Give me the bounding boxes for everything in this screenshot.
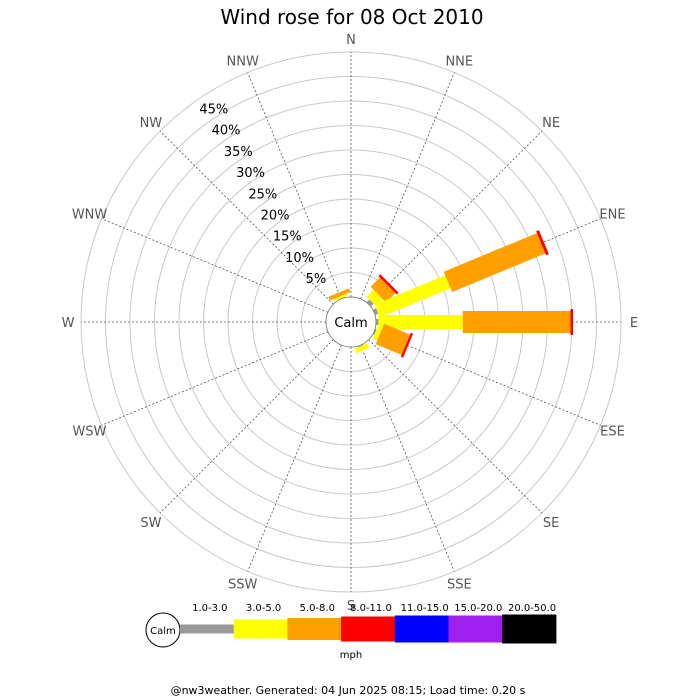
footer-text: @nw3weather. Generated: 04 Jun 2025 08:1… (171, 684, 526, 697)
bar-NE-8.0-11.0 (378, 274, 399, 295)
chart-title: Wind rose for 08 Oct 2010 (220, 5, 483, 29)
bar-NE-1.0-3.0 (366, 299, 374, 307)
legend-label-3.0-5.0: 3.0-5.0 (246, 603, 281, 614)
legend-swatch-8.0-11.0 (341, 616, 396, 642)
radial-tick-label: 40% (212, 124, 241, 139)
direction-label: NE (542, 116, 560, 131)
spoke-line (159, 130, 334, 305)
direction-label: SSE (447, 577, 472, 592)
bar-E-3.0-5.0 (378, 315, 463, 329)
spoke-line (360, 344, 455, 572)
spoke-line (101, 218, 329, 313)
spoke-line (368, 339, 543, 514)
legend-calm-label: Calm (150, 626, 176, 637)
legend-swatch-15.0-20.0 (448, 615, 503, 643)
bar-ENE-1.0-3.0 (372, 308, 379, 316)
direction-label: S (347, 599, 355, 614)
bar-SSE-3.0-5.0 (354, 343, 370, 354)
wind-bars (328, 230, 573, 358)
legend-unit: mph (340, 650, 362, 661)
legend-swatch-5.0-8.0 (287, 618, 342, 640)
direction-label: WSW (73, 424, 107, 439)
spoke-line (159, 339, 334, 514)
radial-tick-label: 30% (236, 166, 265, 181)
legend-swatch-1.0-3.0 (180, 624, 235, 634)
bar-ESE-1.0-3.0 (372, 328, 377, 335)
direction-label: ENE (599, 208, 625, 223)
radial-tick-label: 25% (248, 187, 277, 202)
radial-tick-label: 35% (224, 145, 253, 160)
calm-label: Calm (334, 316, 367, 331)
bar-ESE-3.0-5.0 (372, 325, 383, 341)
legend-label-5.0-8.0: 5.0-8.0 (300, 603, 335, 614)
calm-circle (325, 296, 377, 348)
legend-label-15.0-20.0: 15.0-20.0 (454, 603, 502, 614)
radial-tick-label: 20% (261, 208, 290, 223)
direction-label: W (62, 316, 75, 331)
direction-label: NW (140, 116, 163, 131)
speed-legend: Calm 1.0-3.0 3.0-5.0 5.0-8.0 8.0-11.0 11.0-15… (145, 603, 557, 661)
legend-swatch-3.0-5.0 (233, 619, 288, 639)
bar-ENE-3.0-5.0 (374, 275, 451, 318)
bar-E-8.0-11.0 (570, 309, 573, 335)
direction-label: SSW (228, 577, 258, 592)
radial-tick-label: 5% (306, 272, 327, 287)
bar-NE-5.0-8.0 (370, 277, 396, 303)
bar-E-5.0-8.0 (462, 311, 571, 333)
bar-ENE-5.0-8.0 (443, 233, 546, 292)
legend-swatch-11.0-15.0 (394, 615, 449, 643)
radial-tick-labels: 5% 10% 15% 20% 25% 30% 35% 40% 45% (199, 102, 326, 287)
spoke-line (373, 331, 601, 426)
direction-label: ESE (600, 424, 625, 439)
direction-label: SE (543, 516, 559, 531)
bar-NNW-3.0-5.0 (333, 293, 348, 302)
radial-tick-label: 45% (199, 102, 228, 117)
legend-label-11.0-15.0: 11.0-15.0 (401, 603, 449, 614)
spoke-line (101, 331, 329, 426)
bar-E-1.0-3.0 (376, 319, 379, 325)
direction-label: N (346, 33, 356, 48)
direction-label: SW (140, 516, 161, 531)
bar-NNW-5.0-8.0 (328, 288, 351, 301)
legend-label-1.0-3.0: 1.0-3.0 (192, 603, 227, 614)
spoke-line (360, 72, 455, 300)
legend-label-20.0-50.0: 20.0-50.0 (508, 603, 556, 614)
direction-labels: N NNE NE ENE E ESE SE SSE S SSW SW WSW W WNW NW NNW (62, 33, 639, 614)
direction-label: WNW (72, 208, 108, 223)
direction-label: NNE (445, 55, 473, 70)
direction-label: E (630, 316, 638, 331)
calm-center: Calm (325, 296, 377, 348)
direction-label: NNW (227, 55, 259, 70)
bar-ESE-8.0-11.0 (400, 332, 413, 358)
legend-label-8.0-11.0: 8.0-11.0 (350, 603, 392, 614)
bar-NE-3.0-5.0 (366, 289, 384, 307)
radial-tick-label: 10% (285, 251, 314, 266)
radial-tick-label: 15% (273, 230, 302, 245)
polar-grid (80, 51, 622, 593)
bar-ENE-8.0-11.0 (536, 230, 549, 256)
legend-swatch-20.0-50.0 (502, 614, 557, 644)
spoke-line (247, 344, 342, 572)
spoke-line (247, 72, 342, 300)
bar-ESE-5.0-8.0 (375, 323, 410, 355)
spoke-line (368, 130, 543, 305)
